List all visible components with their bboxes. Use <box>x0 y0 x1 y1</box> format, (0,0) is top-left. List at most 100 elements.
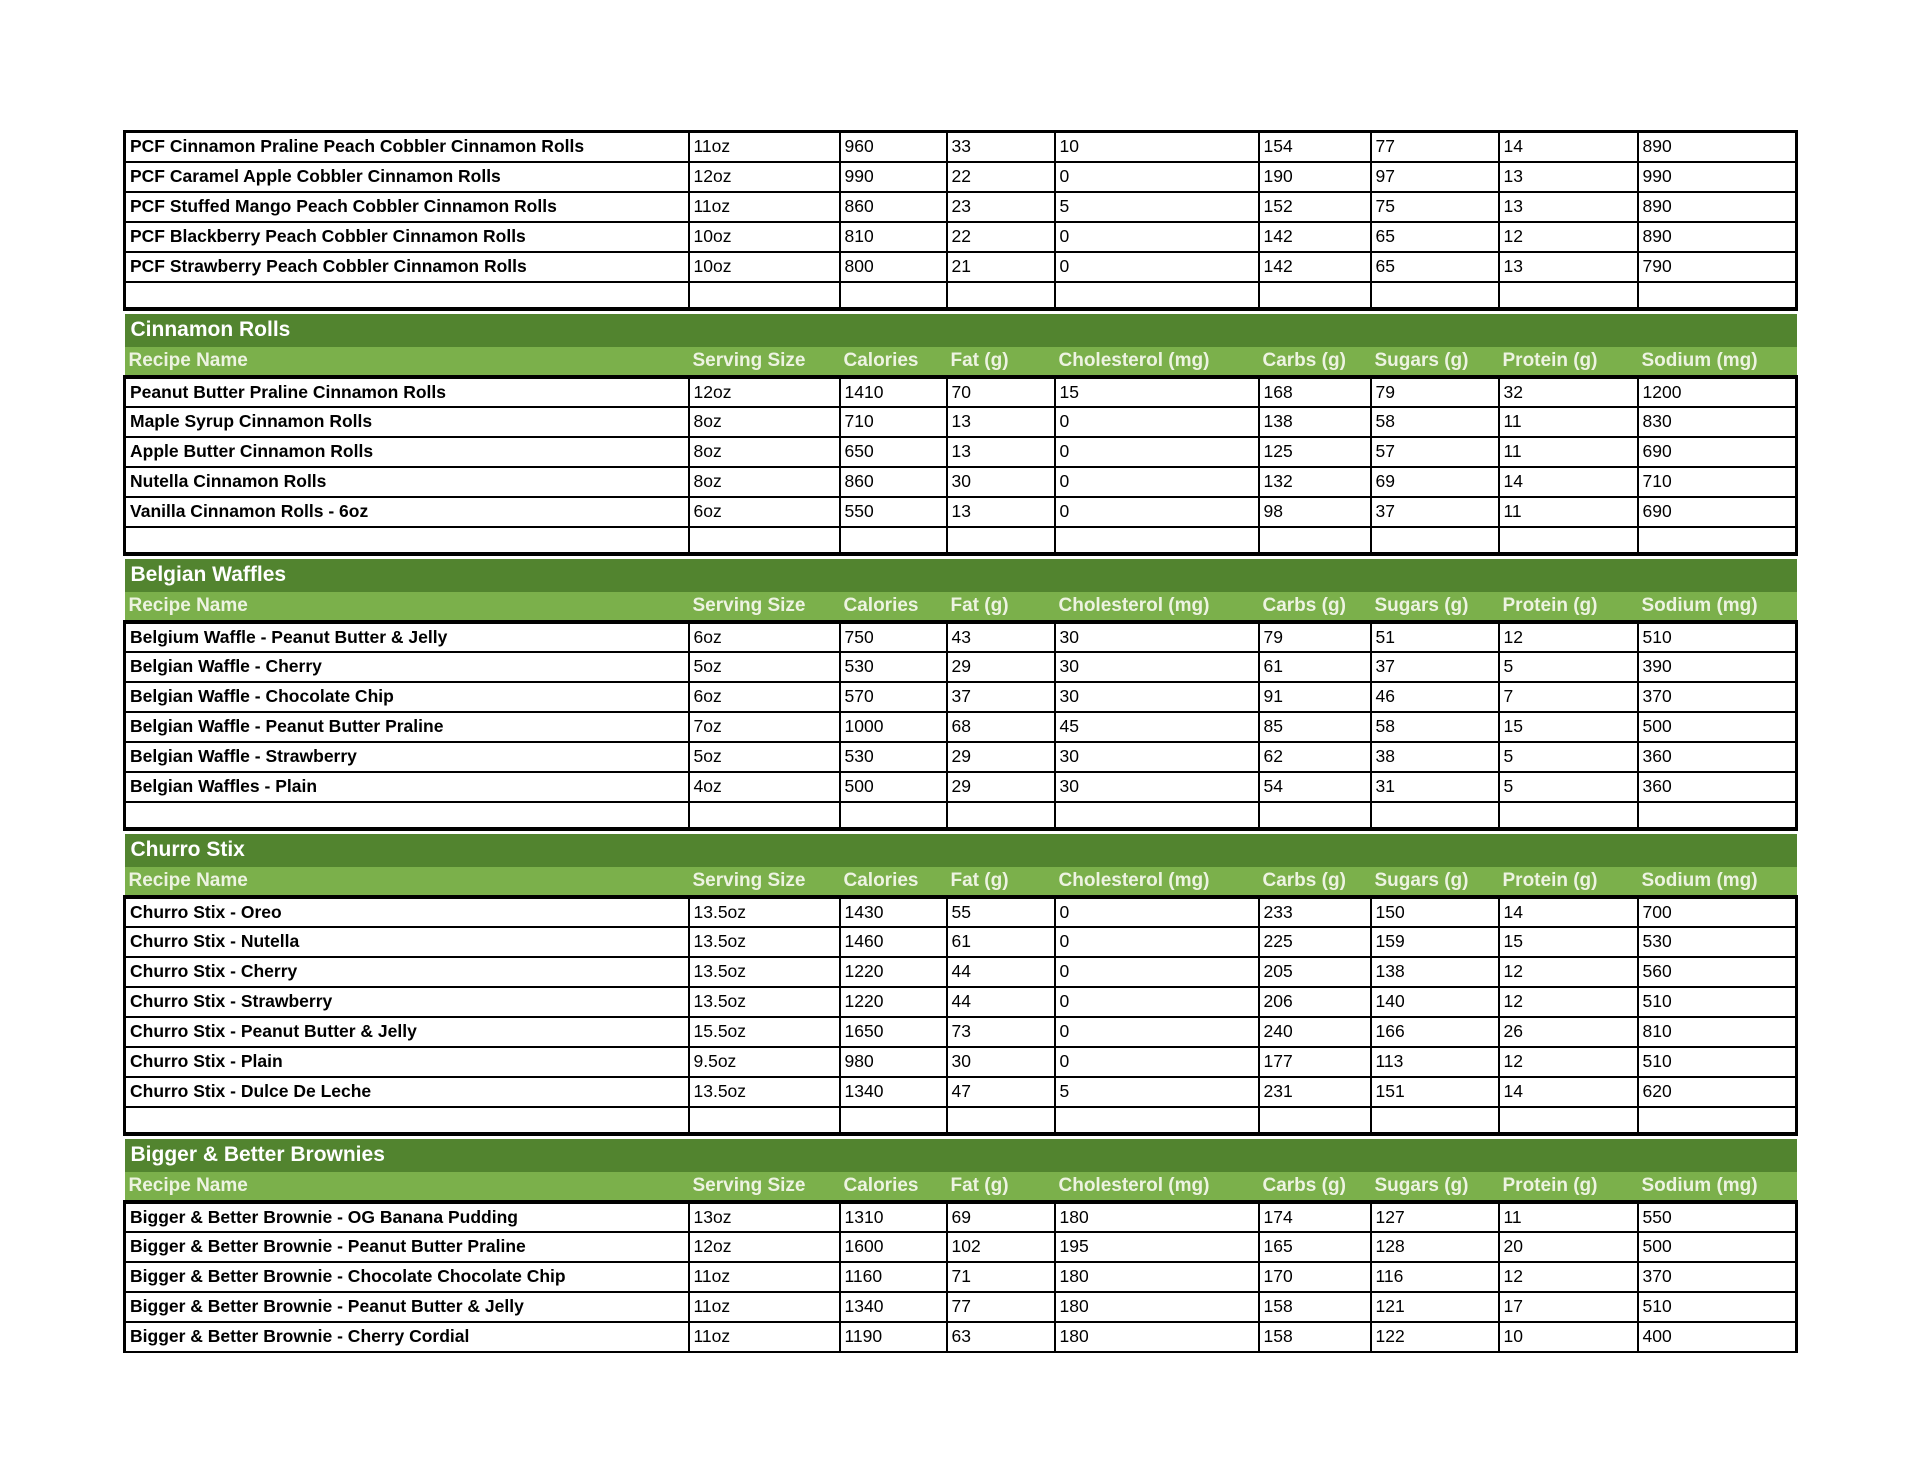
table-cell: 26 <box>1497 1015 1639 1048</box>
recipe-name-cell: Churro Stix - Dulce De Leche <box>123 1075 690 1108</box>
table-cell: 550 <box>1636 1199 1799 1233</box>
table-cell: 65 <box>1369 220 1500 253</box>
column-header: Protein (g) <box>1498 346 1638 377</box>
table-cell: 5 <box>1053 1075 1260 1108</box>
recipe-name-cell: Belgian Waffles - Plain <box>123 770 690 803</box>
table-cell: 960 <box>838 130 948 163</box>
table-cell: 180 <box>1053 1260 1260 1293</box>
recipe-name-cell: Churro Stix - Nutella <box>123 925 690 958</box>
table-cell: 14 <box>1497 130 1639 163</box>
column-header: Recipe Name <box>124 866 689 897</box>
column-header: Fat (g) <box>946 591 1055 622</box>
recipe-name-cell: PCF Strawberry Peach Cobbler Cinnamon Ro… <box>123 250 690 283</box>
section-table-bigger-better-brownies: Bigger & Better Brownies Recipe Name Servi… <box>123 1138 1799 1353</box>
table-cell: 830 <box>1636 405 1799 438</box>
table-row: Belgian Waffle - Chocolate Chip 6oz 570 37 3… <box>123 680 1799 713</box>
column-header: Sugars (g) <box>1370 1171 1499 1202</box>
table-cell: 530 <box>838 740 948 773</box>
table-cell: 12 <box>1497 1045 1639 1078</box>
column-header: Calories <box>839 1171 947 1202</box>
section-title: Cinnamon Rolls <box>124 313 1797 347</box>
table-cell: 13 <box>1497 160 1639 193</box>
table-cell: 13 <box>945 435 1056 468</box>
table-row: Apple Butter Cinnamon Rolls 8oz 650 13 0 125 5… <box>123 435 1799 468</box>
table-row: PCF Strawberry Peach Cobbler Cinnamon Ro… <box>123 250 1798 283</box>
section-title-row: Bigger & Better Brownies <box>124 1138 1797 1172</box>
table-cell: 530 <box>1636 925 1798 958</box>
table-row: Churro Stix - Plain 9.5oz 980 30 0 177 113 12 51… <box>123 1045 1798 1078</box>
empty-row <box>123 525 1799 556</box>
table-cell: 30 <box>945 1045 1056 1078</box>
empty-cell <box>123 280 690 311</box>
table-cell: 152 <box>1257 190 1372 223</box>
section-table-cinnamon-rolls: Cinnamon Rolls Recipe Name Serving Size Cal… <box>123 313 1799 556</box>
table-cell: 360 <box>1636 770 1799 803</box>
table-cell: 21 <box>945 250 1056 283</box>
empty-cell <box>1257 280 1372 311</box>
table-row: Churro Stix - Peanut Butter & Jelly 15.5o… <box>123 1015 1798 1048</box>
table-cell: 15 <box>1497 925 1639 958</box>
table-cell: 620 <box>1636 1075 1798 1108</box>
table-cell: 650 <box>838 435 948 468</box>
column-header: Fat (g) <box>946 1171 1055 1202</box>
column-header: Sugars (g) <box>1370 346 1499 377</box>
table-row: Bigger & Better Brownie - Cherry Cordial… <box>123 1320 1799 1353</box>
table-cell: 15 <box>1053 374 1260 408</box>
table-cell: 77 <box>945 1290 1056 1323</box>
table-cell: 11 <box>1497 435 1639 468</box>
table-cell: 13.5oz <box>687 985 841 1018</box>
table-cell: 158 <box>1257 1290 1372 1323</box>
table-cell: 69 <box>1369 465 1500 498</box>
table-cell: 12 <box>1497 955 1639 988</box>
table-cell: 530 <box>838 650 948 683</box>
table-cell: 370 <box>1636 1260 1799 1293</box>
table-cell: 54 <box>1257 770 1372 803</box>
table-cell: 0 <box>1053 160 1260 193</box>
table-cell: 1650 <box>838 1015 948 1048</box>
empty-cell <box>123 1105 690 1136</box>
table-cell: 5 <box>1497 650 1639 683</box>
table-cell: 11oz <box>687 190 841 223</box>
table-cell: 159 <box>1369 925 1500 958</box>
table-cell: 205 <box>1257 955 1372 988</box>
empty-cell <box>945 280 1056 311</box>
table-cell: 1190 <box>838 1320 948 1353</box>
table-cell: 51 <box>1369 619 1500 653</box>
table-cell: 29 <box>945 650 1056 683</box>
table-cell: 63 <box>945 1320 1056 1353</box>
table-cell: 102 <box>945 1230 1056 1263</box>
empty-cell <box>838 280 948 311</box>
table-cell: 180 <box>1053 1199 1260 1233</box>
table-cell: 231 <box>1257 1075 1372 1108</box>
table-row: Belgian Waffle - Cherry 5oz 530 29 30 61 37 5 39… <box>123 650 1799 683</box>
table-cell: 7 <box>1497 680 1639 713</box>
table-cell: 570 <box>838 680 948 713</box>
column-header: Sodium (mg) <box>1637 1171 1797 1202</box>
table-cell: 13oz <box>687 1199 841 1233</box>
table-cell: 11oz <box>687 1290 841 1323</box>
column-header: Cholesterol (mg) <box>1054 591 1259 622</box>
recipe-name-cell: Bigger & Better Brownie - Peanut Butter … <box>123 1290 690 1323</box>
table-cell: 240 <box>1257 1015 1372 1048</box>
table-cell: 12oz <box>687 1230 841 1263</box>
section-title: Bigger & Better Brownies <box>124 1138 1797 1172</box>
table-cell: 810 <box>838 220 948 253</box>
empty-cell <box>1257 525 1372 556</box>
table-cell: 180 <box>1053 1290 1260 1323</box>
column-header: Serving Size <box>688 346 840 377</box>
table-row: Bigger & Better Brownie - Peanut Butter … <box>123 1230 1799 1263</box>
table-cell: 0 <box>1053 250 1260 283</box>
table-cell: 980 <box>838 1045 948 1078</box>
table-cell: 790 <box>1636 250 1798 283</box>
table-cell: 142 <box>1257 250 1372 283</box>
table-row: Belgium Waffle - Peanut Butter & Jelly 6o… <box>123 619 1799 653</box>
table-cell: 13.5oz <box>687 1075 841 1108</box>
table-cell: 0 <box>1053 465 1260 498</box>
column-header: Cholesterol (mg) <box>1054 866 1259 897</box>
section-title-row: Churro Stix <box>124 833 1797 867</box>
table-cell: 10 <box>1053 130 1260 163</box>
column-header: Sugars (g) <box>1370 591 1499 622</box>
table-cell: 0 <box>1053 435 1260 468</box>
table-cell: 1200 <box>1636 374 1799 408</box>
table-cell: 11 <box>1497 495 1639 528</box>
